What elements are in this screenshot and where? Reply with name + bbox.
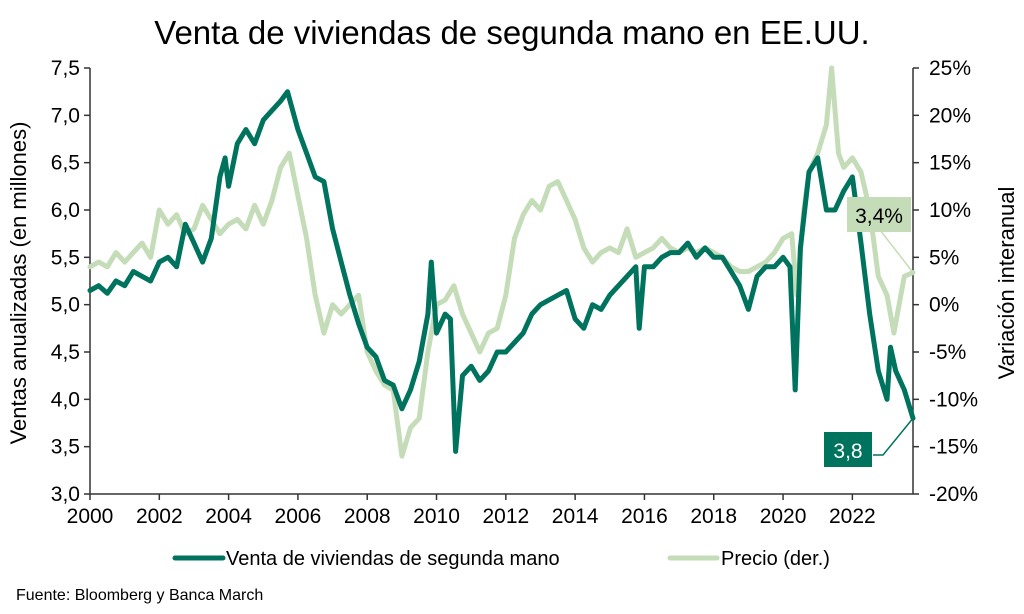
y-tick-label: 4,0 bbox=[51, 388, 80, 411]
y-tick-label: 6,0 bbox=[51, 199, 80, 222]
axes bbox=[89, 68, 914, 495]
series-line-sales bbox=[87, 89, 916, 454]
x-tick-label: 2010 bbox=[413, 505, 460, 528]
y2-tick-label: 20% bbox=[929, 104, 971, 127]
y-tick-label: 3,0 bbox=[51, 483, 80, 506]
y2-tick-label: -5% bbox=[929, 341, 966, 364]
x-tick-label: 2008 bbox=[344, 505, 391, 528]
legend: Venta de viviendas de segunda mano Preci… bbox=[172, 548, 830, 570]
y-tick-label: 4,5 bbox=[51, 341, 80, 364]
y2-ticks: -20% -15% -10% -5% 0% 5% 10% 15% 20% 25% bbox=[913, 57, 978, 506]
y-tick-label: 6,5 bbox=[51, 152, 80, 175]
legend-label-price: Precio (der.) bbox=[721, 548, 830, 570]
series-line-price bbox=[87, 65, 916, 459]
x-tick-label: 2018 bbox=[690, 505, 737, 528]
annotation-label-price: 3,4% bbox=[855, 205, 903, 228]
y2-tick-label: 25% bbox=[929, 57, 971, 80]
x-tick-label: 2012 bbox=[482, 505, 529, 528]
legend-item-sales[interactable]: Venta de viviendas de segunda mano bbox=[172, 548, 560, 570]
legend-item-price[interactable]: Precio (der.) bbox=[667, 548, 830, 570]
x-tick-label: 2002 bbox=[136, 505, 183, 528]
x-tick-label: 2016 bbox=[621, 505, 668, 528]
x-tick-label: 2022 bbox=[829, 505, 876, 528]
x-tick-label: 2000 bbox=[67, 505, 114, 528]
x-tick-label: 2006 bbox=[275, 505, 322, 528]
y-ticks: 3,0 3,5 4,0 4,5 5,0 5,5 6,0 6,5 7,0 7,5 bbox=[51, 57, 90, 506]
y2-tick-label: 0% bbox=[929, 294, 959, 317]
x-tick-label: 2020 bbox=[760, 505, 807, 528]
source-note: Fuente: Bloomberg y Banca March bbox=[16, 587, 263, 604]
y-tick-label: 5,0 bbox=[51, 294, 80, 317]
annotation-leader-sales bbox=[873, 417, 914, 456]
annotation-label-sales: 3,8 bbox=[833, 440, 862, 463]
y2-tick-label: -20% bbox=[929, 483, 978, 506]
legend-label-sales: Venta de viviendas de segunda mano bbox=[226, 548, 560, 570]
y2-tick-label: 10% bbox=[929, 199, 971, 222]
y-tick-label: 7,0 bbox=[51, 104, 80, 127]
y2-tick-label: -15% bbox=[929, 436, 978, 459]
y2-axis-title: Variación interanual bbox=[994, 187, 1019, 380]
x-tick-label: 2004 bbox=[205, 505, 252, 528]
y-tick-label: 7,5 bbox=[51, 57, 80, 80]
y-axis-title: Ventas anualizadas (en millones) bbox=[6, 122, 31, 445]
x-tick-label: 2014 bbox=[552, 505, 599, 528]
y-tick-label: 5,5 bbox=[51, 246, 80, 269]
x-ticks: 2000 2002 2004 2006 2008 2010 2012 2014 2016 2018… bbox=[67, 494, 876, 528]
series-layer bbox=[87, 65, 916, 459]
y2-tick-label: 15% bbox=[929, 152, 971, 175]
y2-tick-label: 5% bbox=[929, 246, 959, 269]
annotation-layer: 3,4% 3,8 bbox=[824, 197, 914, 467]
y-tick-label: 3,5 bbox=[51, 436, 80, 459]
annotation-leader-price bbox=[879, 229, 914, 273]
annotation-box-price bbox=[847, 197, 911, 232]
chart-title: Venta de viviendas de segunda mano en EE… bbox=[154, 14, 870, 51]
y2-tick-label: -10% bbox=[929, 388, 978, 411]
annotation-box-sales bbox=[824, 432, 872, 467]
